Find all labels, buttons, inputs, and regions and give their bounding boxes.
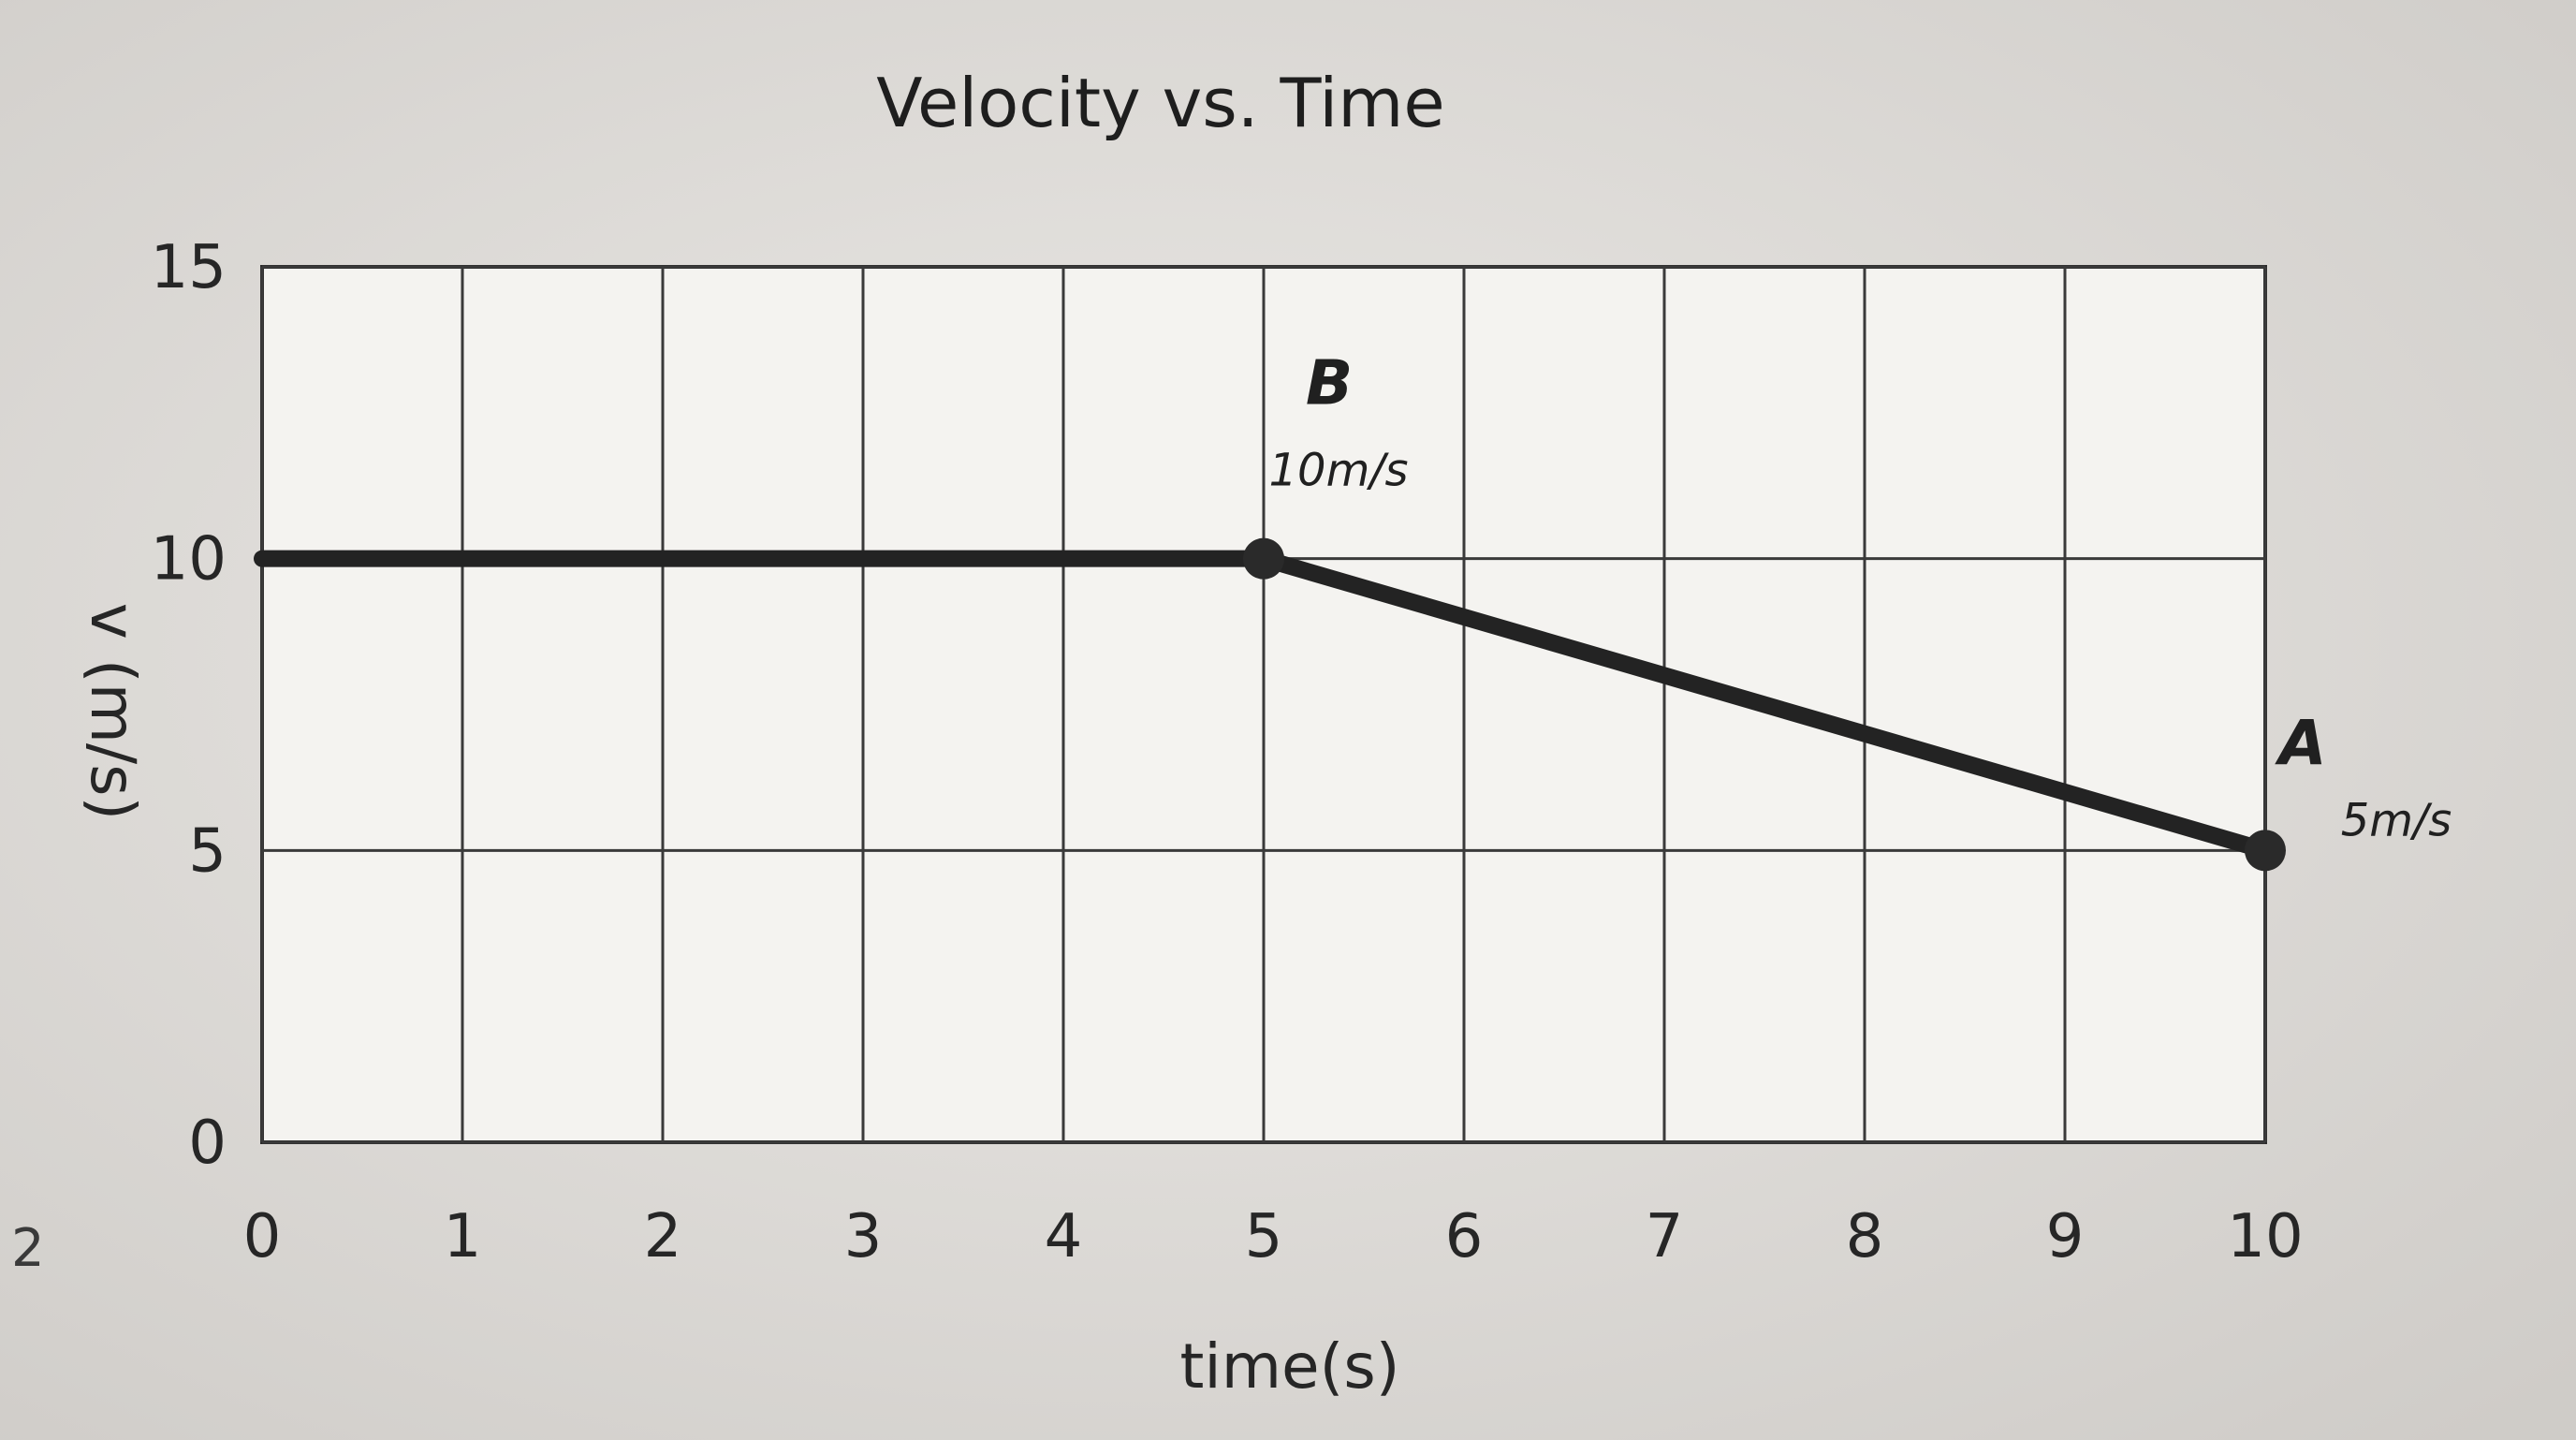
point-marker [2245,830,2286,872]
plot-area: 0 5 10 15 0 1 2 3 4 5 6 7 8 9 10 B 10m/s A 5m/s [151,233,2452,1271]
y-tick-label: 5 [188,816,227,886]
x-tick-label: 5 [1245,1202,1283,1271]
x-tick-label: 0 [243,1202,282,1271]
x-tick-label: 9 [2046,1202,2085,1271]
x-tick-label: 10 [2227,1202,2303,1271]
y-axis-label: v (m/s) [77,603,149,820]
x-tick-labels: 0 1 2 3 4 5 6 7 8 9 10 [243,1202,2304,1271]
chart-title: Velocity vs. Time [876,64,1444,142]
annotations: B 10m/s A 5m/s [1243,347,2452,872]
grid [260,265,2267,1144]
x-tick-label: 4 [1045,1202,1083,1271]
point-value-label: 5m/s [2341,794,2452,846]
point-letter-label: A [2274,707,2326,779]
x-tick-label: 7 [1646,1202,1684,1271]
x-tick-label: 1 [444,1202,482,1271]
y-tick-label: 15 [151,233,227,302]
x-axis-label: time(s) [1180,1330,1400,1403]
stray-mark: 2 [11,1218,45,1279]
point-marker [1243,537,1284,580]
x-tick-label: 6 [1445,1202,1484,1271]
y-tick-labels: 0 5 10 15 [151,233,227,1178]
y-tick-label: 0 [188,1109,227,1178]
point-letter-label: B [1306,347,1353,419]
x-tick-label: 8 [1846,1202,1884,1271]
x-tick-label: 3 [844,1202,883,1271]
point-value-label: 10m/s [1268,445,1408,497]
y-tick-label: 10 [151,525,227,595]
x-tick-label: 2 [644,1202,682,1271]
